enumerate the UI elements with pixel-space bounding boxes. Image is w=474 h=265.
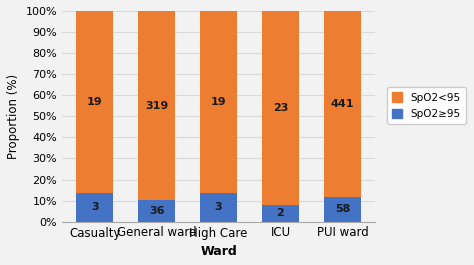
Text: 3: 3 [91,202,99,212]
Text: 441: 441 [331,99,354,109]
Bar [324,197,361,222]
Text: 2: 2 [277,208,284,218]
Bar [200,11,237,193]
Text: 19: 19 [211,97,227,107]
Bar [324,11,361,197]
Bar [138,200,175,222]
Text: 58: 58 [335,204,350,214]
Bar [76,11,113,193]
Text: 19: 19 [87,97,102,107]
Y-axis label: Proportion (%): Proportion (%) [7,74,20,159]
X-axis label: Ward: Ward [200,245,237,258]
Bar [200,193,237,222]
Text: 23: 23 [273,103,288,113]
Text: 3: 3 [215,202,222,212]
Bar [262,11,299,205]
Bar [262,205,299,222]
Text: 319: 319 [145,101,168,111]
Bar [138,11,175,200]
Text: 36: 36 [149,206,164,216]
Bar [76,193,113,222]
Legend: SpO2<95, SpO2≥95: SpO2<95, SpO2≥95 [387,87,466,124]
